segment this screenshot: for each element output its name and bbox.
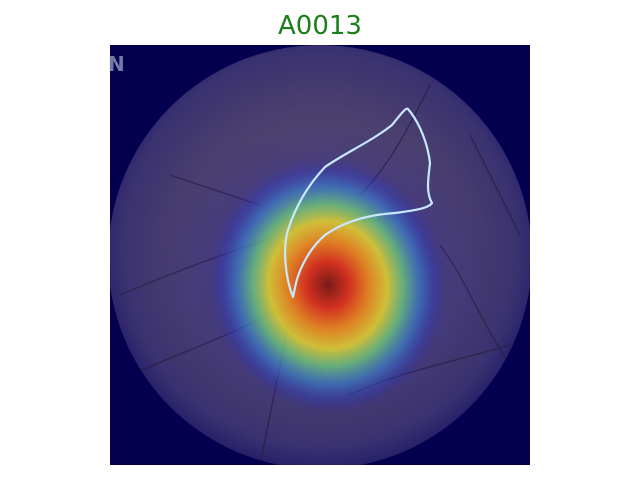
heatmap-image-panel bbox=[110, 45, 530, 465]
lesion-contour bbox=[283, 107, 434, 299]
figure-title: A0013 bbox=[278, 11, 362, 41]
heatmap-image bbox=[110, 45, 530, 465]
heatmap-hotspot bbox=[209, 157, 447, 413]
endoscopic-field bbox=[110, 45, 530, 465]
corner-mark: N bbox=[108, 52, 125, 76]
